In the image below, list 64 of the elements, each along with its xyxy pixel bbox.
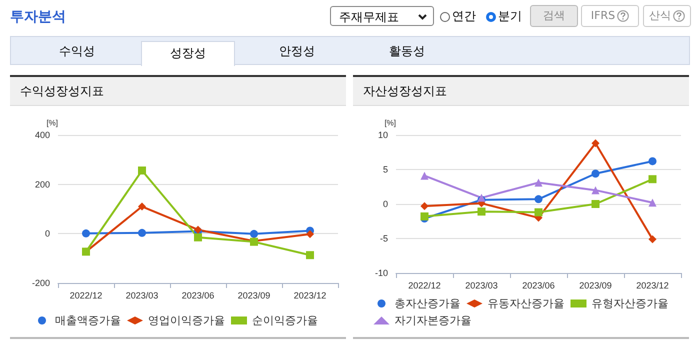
x-tick-label: 2023/03: [465, 280, 498, 290]
legend-label: 유동자산증가율: [488, 297, 564, 310]
text: 연간: [452, 9, 476, 23]
x-tick-label: 2022/12: [408, 280, 441, 290]
point: [648, 235, 656, 244]
legend-label: 유형자산증가율: [592, 297, 668, 310]
y-tick-label: 5: [382, 164, 388, 174]
chart-title: 자산성장성지표: [353, 77, 689, 106]
y-tick-label: -200: [32, 278, 50, 288]
text: 활동성: [388, 43, 426, 60]
text: 분기: [498, 9, 522, 23]
point: [306, 230, 314, 238]
text: IFRS: [590, 9, 616, 22]
point: [592, 139, 600, 148]
legend-label: 순이익증가율: [252, 314, 318, 327]
point: [648, 157, 656, 166]
y-tick-label: -5: [380, 234, 388, 244]
point: [420, 172, 428, 180]
point: [138, 202, 146, 211]
y-axis-title: [%]: [384, 118, 396, 128]
text: 안정성: [278, 43, 316, 60]
point: [420, 212, 428, 220]
x-tick-label: 2023/06: [522, 280, 555, 290]
legend-label: 매출액증가율: [55, 314, 121, 327]
y-tick-label: 200: [34, 179, 50, 190]
point: [478, 208, 486, 216]
x-tick-label: 2023/12: [636, 280, 669, 290]
x-tick-label: 2022/12: [70, 290, 102, 300]
point: [306, 251, 314, 260]
legend-label: 영업이익증가율: [148, 314, 225, 327]
point: [648, 198, 656, 207]
point: [592, 170, 600, 178]
point: [138, 166, 146, 175]
text: 산식: [649, 9, 671, 22]
point: [534, 178, 542, 187]
x-tick-label: 2023/09: [579, 280, 612, 290]
point: [82, 229, 90, 238]
legend-label: 총자산증가율: [394, 297, 460, 310]
text: 성장성: [141, 41, 235, 66]
y-tick-label: -10: [374, 268, 388, 278]
x-tick-label: 2023/06: [182, 290, 214, 300]
y-tick-label: 400: [34, 130, 50, 140]
x-tick-label: 2023/03: [126, 290, 158, 300]
legend-label: 자기자본증가율: [394, 314, 472, 327]
point: [420, 202, 428, 210]
y-tick-label: 0: [44, 228, 50, 239]
point: [534, 208, 542, 216]
chart-title: 수익성장성지표: [10, 77, 346, 106]
x-tick-label: 2023/09: [238, 290, 270, 300]
y-tick-label: 0: [382, 199, 388, 209]
text: 수익성: [58, 43, 96, 60]
y-axis-title: [%]: [46, 118, 58, 128]
point: [250, 230, 258, 238]
x-tick-label: 2023/12: [294, 290, 326, 300]
text: 투자분석: [10, 8, 66, 26]
point: [592, 200, 600, 208]
point: [592, 186, 600, 194]
text: 주재무제표: [330, 6, 434, 26]
text: 검색: [543, 9, 565, 22]
point: [194, 233, 202, 242]
point: [648, 175, 656, 184]
point: [534, 195, 542, 204]
point: [138, 228, 146, 237]
y-tick-label: 10: [378, 130, 388, 140]
